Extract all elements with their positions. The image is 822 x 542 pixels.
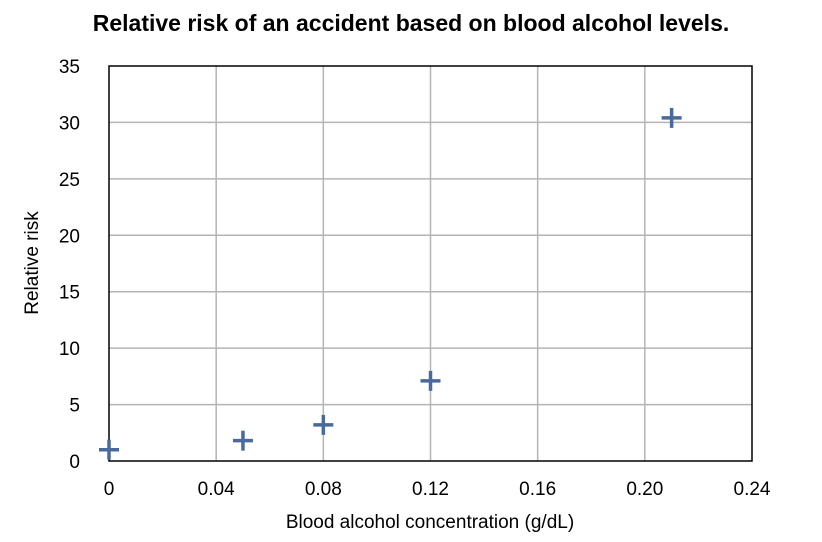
y-tick-label: 35 xyxy=(59,57,80,78)
x-tick-label: 0.16 xyxy=(519,479,556,500)
y-tick-label: 30 xyxy=(59,113,80,134)
y-axis: 0 5 10 15 20 25 30 35 xyxy=(59,57,80,473)
plot-frame xyxy=(108,65,753,462)
x-tick-label: 0.12 xyxy=(412,479,449,500)
x-tick-label: 0 xyxy=(104,479,115,500)
data-point xyxy=(313,414,334,435)
y-tick-label: 10 xyxy=(59,339,80,360)
y-tick-label: 15 xyxy=(59,283,80,304)
y-tick-label: 20 xyxy=(59,226,80,247)
x-tick-label: 0.20 xyxy=(626,479,663,500)
y-tick-label: 5 xyxy=(69,396,80,417)
x-axis-title: Blood alcohol concentration (g/dL) xyxy=(286,512,574,533)
data-point xyxy=(661,107,682,128)
x-tick-label: 0.04 xyxy=(198,479,235,500)
x-axis: 0 0.04 0.08 0.12 0.16 0.20 0.24 xyxy=(104,479,771,500)
data-point xyxy=(420,370,441,391)
data-points xyxy=(99,107,682,460)
y-tick-label: 25 xyxy=(59,170,80,191)
x-tick-label: 0.08 xyxy=(305,479,342,500)
data-point xyxy=(99,439,119,460)
y-tick-label: 0 xyxy=(69,452,80,473)
x-tick-label: 0.24 xyxy=(734,479,771,500)
grid xyxy=(109,66,752,461)
chart-title: Relative risk of an accident based on bl… xyxy=(92,10,730,36)
y-axis-title: Relative risk xyxy=(22,211,43,315)
data-point xyxy=(232,430,253,451)
